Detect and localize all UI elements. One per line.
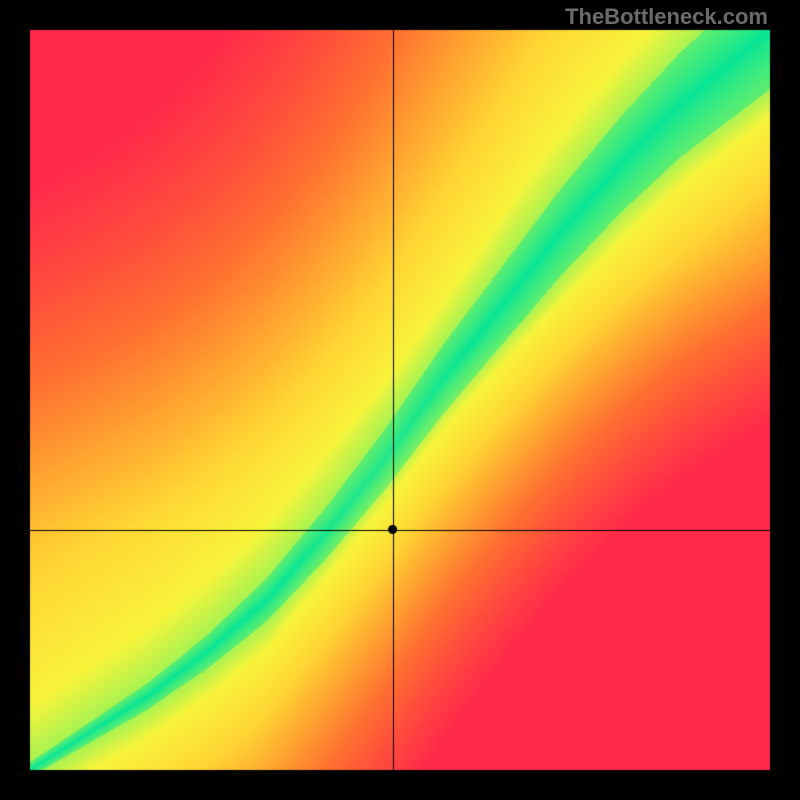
chart-container: TheBottleneck.com xyxy=(0,0,800,800)
watermark-text: TheBottleneck.com xyxy=(565,4,768,30)
heatmap-canvas xyxy=(0,0,800,800)
